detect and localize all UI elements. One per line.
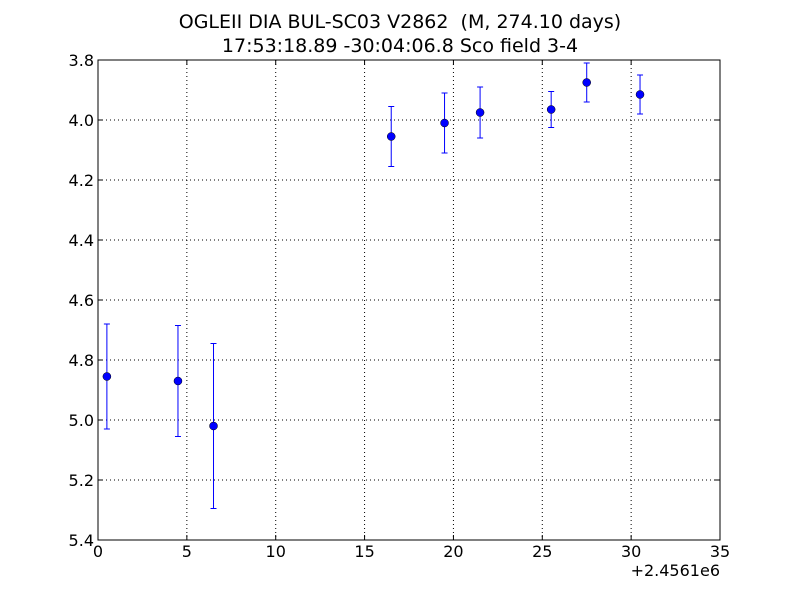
data-point bbox=[546, 105, 556, 114]
data-point bbox=[582, 78, 591, 87]
data-point bbox=[386, 132, 396, 141]
y-tick-label: 5.2 bbox=[69, 471, 94, 490]
data-point bbox=[475, 108, 485, 117]
plot-frame bbox=[97, 59, 721, 541]
y-tick-label: 4.2 bbox=[69, 171, 94, 190]
chart-title: OGLEII DIA BUL-SC03 V2862 (M, 274.10 day… bbox=[178, 11, 622, 33]
x-tick-label: 35 bbox=[710, 542, 730, 561]
x-tick-label: 20 bbox=[443, 542, 463, 561]
x-tick-label: 15 bbox=[354, 542, 374, 561]
data-point bbox=[209, 421, 218, 431]
data-point bbox=[102, 372, 112, 381]
y-tick-label: 4.6 bbox=[69, 291, 94, 310]
error-bars bbox=[103, 62, 644, 509]
y-tick-label: 4.4 bbox=[69, 231, 94, 250]
x-offset-label: +2.4561e6 bbox=[631, 561, 720, 580]
y-tick-label: 5.0 bbox=[69, 411, 94, 430]
x-tick-label: 30 bbox=[621, 542, 641, 561]
y-tick-label: 5.4 bbox=[69, 531, 94, 550]
y-tick-labels: 3.8 4.0 4.2 4.4 4.6 4.8 5.0 5.2 5.4 bbox=[69, 51, 94, 550]
data-points bbox=[102, 78, 645, 431]
y-tick-label: 4.8 bbox=[69, 351, 94, 370]
x-tick-labels: 0 5 10 15 20 25 30 35 bbox=[93, 542, 730, 561]
data-point bbox=[173, 376, 183, 386]
data-point bbox=[440, 118, 449, 128]
y-tick-label: 4.0 bbox=[69, 111, 94, 130]
y-tick-label: 3.8 bbox=[69, 51, 94, 70]
x-tick-label: 5 bbox=[182, 542, 192, 561]
grid-lines bbox=[98, 60, 720, 540]
x-tick-label: 0 bbox=[93, 542, 103, 561]
x-tick-label: 10 bbox=[266, 542, 286, 561]
data-point bbox=[635, 90, 645, 99]
chart-subtitle: 17:53:18.89 -30:04:06.8 Sco field 3-4 bbox=[221, 35, 579, 57]
x-tick-label: 25 bbox=[532, 542, 552, 561]
